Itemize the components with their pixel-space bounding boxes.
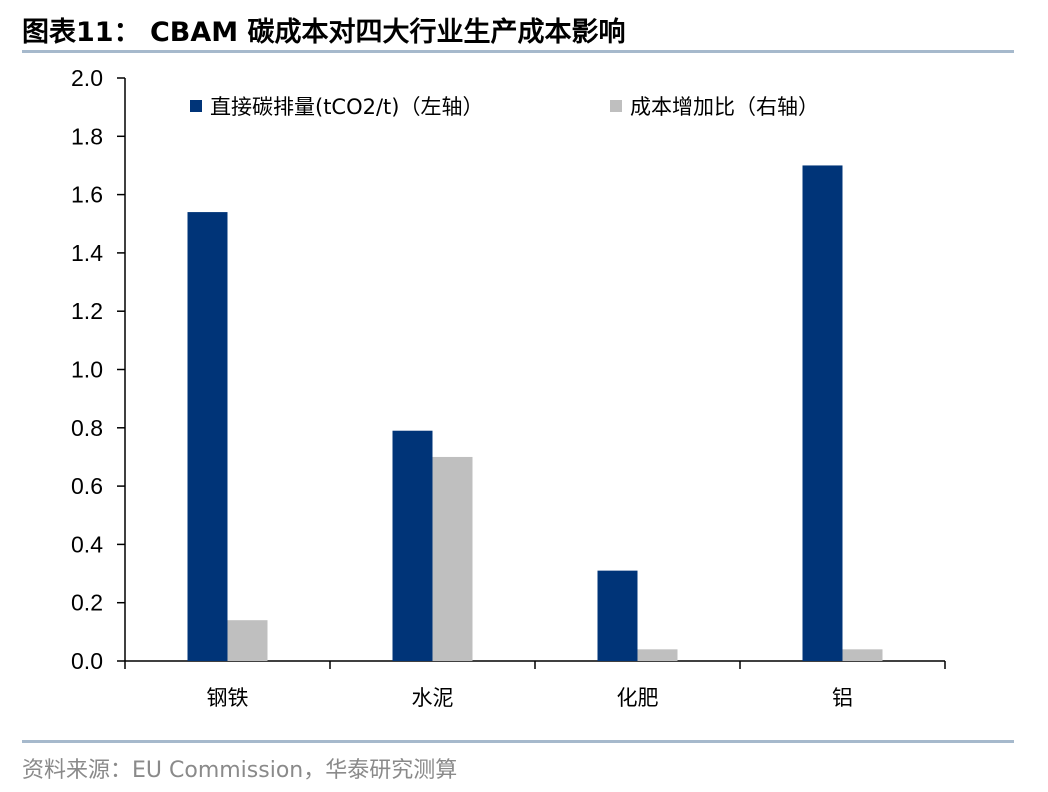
chart-bars bbox=[187, 165, 883, 661]
bar-cost-increase bbox=[637, 649, 678, 661]
y-tick-label: 0.2 bbox=[71, 590, 103, 616]
y-tick-label: 1.0 bbox=[71, 357, 103, 383]
bar-emissions bbox=[597, 570, 638, 661]
y-tick-label: 1.2 bbox=[71, 298, 103, 324]
chart-legend: 直接碳排量(tCO2/t)（左轴） 成本增加比（右轴） bbox=[190, 95, 819, 119]
bar-emissions bbox=[187, 212, 228, 661]
source-divider bbox=[22, 740, 1014, 743]
legend-label-cost-increase: 成本增加比（右轴） bbox=[630, 95, 819, 119]
y-tick-label: 1.8 bbox=[71, 123, 103, 149]
bar-emissions bbox=[392, 430, 433, 661]
x-category-label: 化肥 bbox=[617, 686, 659, 710]
bar-cost-increase bbox=[432, 456, 473, 661]
x-category-label: 钢铁 bbox=[207, 686, 249, 710]
y-tick-label: 1.4 bbox=[71, 240, 103, 266]
bar-cost-increase bbox=[227, 620, 268, 661]
source-note: 资料来源：EU Commission，华泰研究测算 bbox=[22, 758, 458, 783]
x-category-label: 水泥 bbox=[412, 686, 454, 710]
y-tick-label: 1.6 bbox=[71, 182, 103, 208]
legend-label-emissions: 直接碳排量(tCO2/t)（左轴） bbox=[210, 95, 483, 119]
y-tick-label: 0.0 bbox=[71, 648, 103, 674]
y-tick-label: 0.4 bbox=[71, 531, 103, 557]
legend-swatch-emissions bbox=[190, 100, 202, 112]
y-tick-label: 2.0 bbox=[71, 65, 103, 91]
bar-emissions bbox=[802, 165, 843, 661]
chart-title: 图表11： CBAM 碳成本对四大行业生产成本影响 bbox=[22, 17, 626, 48]
legend-swatch-cost-increase bbox=[610, 100, 622, 112]
y-tick-label: 0.6 bbox=[71, 473, 103, 499]
x-category-label: 铝 bbox=[832, 686, 853, 710]
y-tick-label: 0.8 bbox=[71, 415, 103, 441]
bar-cost-increase bbox=[842, 649, 883, 661]
title-divider bbox=[22, 50, 1014, 53]
